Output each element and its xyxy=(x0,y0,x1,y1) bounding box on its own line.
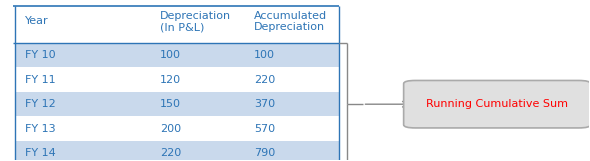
Text: 150: 150 xyxy=(160,99,181,109)
Text: FY 11: FY 11 xyxy=(25,75,55,85)
Text: 220: 220 xyxy=(254,75,275,85)
Text: 100: 100 xyxy=(160,50,181,60)
Text: 370: 370 xyxy=(254,99,275,109)
FancyBboxPatch shape xyxy=(15,141,339,161)
Text: 790: 790 xyxy=(254,148,275,158)
FancyBboxPatch shape xyxy=(15,67,339,92)
Text: 570: 570 xyxy=(254,124,275,134)
Text: 100: 100 xyxy=(254,50,275,60)
FancyBboxPatch shape xyxy=(15,92,339,116)
FancyBboxPatch shape xyxy=(404,80,590,128)
Text: FY 10: FY 10 xyxy=(25,50,55,60)
Text: Depreciation
(In P&L): Depreciation (In P&L) xyxy=(160,11,231,32)
Text: Running Cumulative Sum: Running Cumulative Sum xyxy=(426,99,568,109)
Text: 120: 120 xyxy=(160,75,181,85)
FancyBboxPatch shape xyxy=(15,43,339,67)
Text: FY 14: FY 14 xyxy=(25,148,55,158)
Text: Year: Year xyxy=(25,16,48,26)
Text: 200: 200 xyxy=(160,124,181,134)
FancyBboxPatch shape xyxy=(15,116,339,141)
Text: FY 12: FY 12 xyxy=(25,99,55,109)
Text: 220: 220 xyxy=(160,148,181,158)
Text: FY 13: FY 13 xyxy=(25,124,55,134)
Text: Accumulated
Depreciation: Accumulated Depreciation xyxy=(254,11,327,32)
